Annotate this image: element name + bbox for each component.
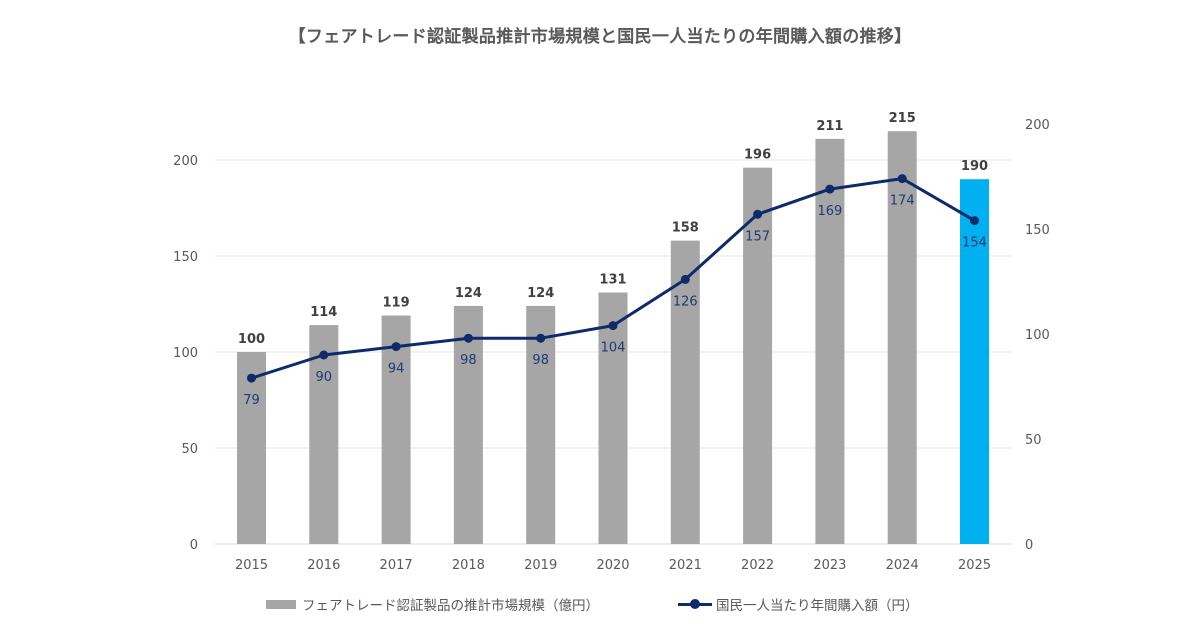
x-tick-label: 2023 bbox=[813, 558, 846, 573]
right-axis-ticks: 0 50 100 150 200 bbox=[1025, 118, 1050, 553]
x-tick-label: 2019 bbox=[524, 558, 557, 573]
bar-value-label: 119 bbox=[383, 296, 410, 311]
bar-2016 bbox=[309, 325, 339, 544]
line-value-label: 98 bbox=[532, 353, 549, 368]
line-point-2019 bbox=[536, 333, 546, 343]
bar-value-label: 190 bbox=[961, 159, 988, 174]
bar-2020 bbox=[598, 292, 628, 544]
bar-2024 bbox=[887, 131, 917, 544]
left-axis-ticks: 0 50 100 150 200 bbox=[173, 154, 198, 553]
bar-2018 bbox=[453, 305, 483, 544]
legend-label-per-capita: 国民一人当たり年間購入額（円） bbox=[716, 598, 919, 614]
bar-2017 bbox=[381, 315, 411, 544]
left-tick-label: 150 bbox=[173, 250, 198, 265]
line-point-2017 bbox=[391, 342, 401, 352]
left-tick-label: 0 bbox=[190, 538, 198, 553]
bar-2023 bbox=[815, 138, 845, 544]
line-point-2022 bbox=[753, 209, 763, 219]
x-tick-label: 2016 bbox=[307, 558, 340, 573]
line-value-label: 126 bbox=[673, 294, 698, 309]
x-axis-ticks: 2015 2016 2017 2018 2019 2020 2021 2022 2023 2024… bbox=[235, 558, 991, 573]
bar-value-label: 211 bbox=[816, 119, 843, 134]
left-tick-label: 50 bbox=[181, 442, 198, 457]
right-tick-label: 0 bbox=[1025, 538, 1033, 553]
bar-value-label: 124 bbox=[455, 286, 482, 301]
x-tick-label: 2018 bbox=[452, 558, 485, 573]
right-tick-label: 200 bbox=[1025, 118, 1050, 133]
legend-item-market-size: フェアトレード認証製品の推計市場規模（億円） bbox=[266, 594, 599, 614]
line-labels: 79 90 94 98 98 104 126 157 169 174 154 bbox=[243, 194, 987, 409]
bar-value-label: 131 bbox=[599, 272, 626, 287]
line-point-2016 bbox=[319, 350, 329, 360]
legend-bar-swatch bbox=[266, 599, 296, 609]
bar-value-label: 100 bbox=[238, 332, 265, 347]
legend: フェアトレード認証製品の推計市場規模（億円） 国民一人当たり年間購入額（円） bbox=[0, 594, 1200, 616]
line-point-2024 bbox=[897, 174, 907, 184]
right-tick-label: 100 bbox=[1025, 328, 1050, 343]
line-point-2018 bbox=[463, 333, 473, 343]
bar-value-label: 158 bbox=[672, 221, 699, 236]
x-tick-label: 2025 bbox=[958, 558, 991, 573]
bar-labels: 100 114 119 124 124 131 158 196 211 215 190 bbox=[238, 111, 988, 347]
line-value-label: 154 bbox=[962, 236, 987, 251]
x-tick-label: 2017 bbox=[380, 558, 413, 573]
bar-value-label: 124 bbox=[527, 286, 554, 301]
line-value-label: 94 bbox=[388, 362, 405, 377]
legend-label-market-size: フェアトレード認証製品の推計市場規模（億円） bbox=[302, 598, 599, 614]
bar-value-label: 215 bbox=[889, 111, 916, 126]
line-value-label: 104 bbox=[601, 341, 626, 356]
chart-title: 【フェアトレード認証製品推計市場規模と国民一人当たりの年間購入額の推移】 bbox=[288, 27, 912, 47]
line-point-2023 bbox=[825, 184, 835, 194]
bar-2019 bbox=[526, 305, 556, 544]
line-value-label: 169 bbox=[817, 204, 842, 219]
bar-2025 bbox=[960, 179, 989, 544]
bars bbox=[237, 131, 989, 544]
line-value-label: 98 bbox=[460, 353, 477, 368]
line-value-label: 174 bbox=[890, 194, 915, 209]
line-value-label: 157 bbox=[745, 229, 770, 244]
right-tick-label: 150 bbox=[1025, 223, 1050, 238]
legend-item-per-capita: 国民一人当たり年間購入額（円） bbox=[678, 594, 919, 614]
x-tick-label: 2020 bbox=[596, 558, 629, 573]
right-tick-label: 50 bbox=[1025, 433, 1042, 448]
line-point-2015 bbox=[247, 373, 256, 383]
line-value-label: 79 bbox=[243, 393, 260, 408]
x-tick-label: 2024 bbox=[886, 558, 919, 573]
chart-plot: 0 50 100 150 200 0 50 100 150 200 100 114 119 124 12… bbox=[173, 111, 1050, 573]
bar-2022 bbox=[743, 167, 773, 544]
x-tick-label: 2021 bbox=[669, 558, 702, 573]
bar-2015 bbox=[237, 352, 266, 544]
bar-value-label: 114 bbox=[310, 305, 337, 320]
line-point-2021 bbox=[680, 274, 690, 284]
bar-2021 bbox=[670, 240, 700, 544]
left-tick-label: 200 bbox=[173, 154, 198, 169]
line-point-2020 bbox=[608, 321, 618, 331]
legend-line-swatch bbox=[678, 599, 712, 609]
left-tick-label: 100 bbox=[173, 346, 198, 361]
x-tick-label: 2022 bbox=[741, 558, 774, 573]
line-point-2025 bbox=[970, 216, 979, 226]
bar-value-label: 196 bbox=[744, 148, 771, 163]
line-value-label: 90 bbox=[316, 370, 333, 385]
x-tick-label: 2015 bbox=[235, 558, 268, 573]
line-series bbox=[247, 174, 979, 383]
